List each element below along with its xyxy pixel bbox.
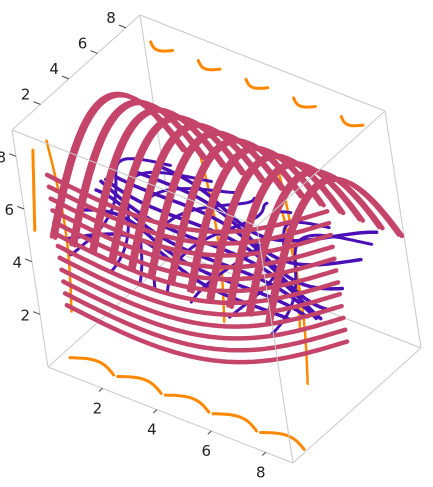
x-tick-mark [261,451,267,456]
purple-curve [99,179,323,321]
pink-curve [57,255,343,317]
orange-curve [149,40,174,53]
x-tick-label: 2 [93,399,103,417]
y-tick-label: 6 [78,34,88,52]
pink-curve [62,291,348,353]
orange-curve [259,431,306,451]
x-tick-label: 6 [202,442,212,460]
y-tick-label: 8 [106,9,116,27]
orange-curve [244,77,270,90]
pink-curve [46,184,332,246]
orange-curve [163,393,211,414]
orange-curve [68,356,116,377]
pink-curve [50,208,335,270]
box-edge [11,14,141,131]
box-edge [256,225,294,464]
box-edge [11,129,258,227]
bounding-box-front [11,14,422,464]
pink-curve [53,231,339,294]
pink-curve [52,220,337,282]
pink-series [44,91,405,365]
x-tick-label: 4 [147,421,157,439]
z-tick-mark [25,258,33,263]
z-tick-label: 8 [0,148,6,166]
z-tick-mark [33,311,41,315]
box-edge [256,110,386,227]
orange-curve [31,148,37,232]
pink-curve [55,243,341,306]
orange-curve [211,412,258,433]
box-edge [47,366,294,464]
z-tick-mark [17,205,25,210]
pink-curve [72,100,209,248]
orange-curve [292,96,317,109]
box-edge [139,14,177,253]
y-tick-label: 4 [49,60,59,78]
x-tick-mark [207,430,212,435]
box-edge [292,347,422,464]
pink-curve [190,146,326,294]
pink-curve [59,267,344,329]
pink-curve [48,196,334,258]
y-tick-mark [90,50,98,54]
y-tick-mark [118,24,126,29]
y-tick-label: 2 [21,85,31,103]
pink-curve [44,172,330,235]
box-edge [11,129,49,368]
z-tick-label: 6 [4,201,14,219]
box-edge [384,110,422,349]
pink-curve [131,123,268,271]
y-tick-mark [33,101,41,105]
y-axis: 24 68 [21,9,126,105]
orange-curve [116,375,163,395]
z-tick-mark [9,153,17,157]
x-tick-mark [152,409,158,414]
box-edge [139,14,386,112]
z-tick-label: 4 [12,254,22,272]
x-axis: 2 4 6 8 [93,387,267,481]
pink-curve [92,108,228,256]
pink-curve [53,92,189,240]
orange-curve [339,115,365,128]
z-tick-label: 2 [20,306,30,324]
pink-curve [268,177,405,325]
x-tick-label: 8 [256,463,266,481]
pink-curve [64,302,350,365]
x-tick-mark [98,387,103,392]
pink-curve [111,116,248,263]
pink-curve [170,139,307,286]
pink-curve [209,154,346,302]
z-axis: 2 4 6 8 [0,148,41,324]
pink-curve [61,279,346,341]
pink-curve [151,131,287,279]
purple-curve [270,233,374,336]
orange-curve [196,59,222,72]
y-tick-mark [61,75,70,80]
